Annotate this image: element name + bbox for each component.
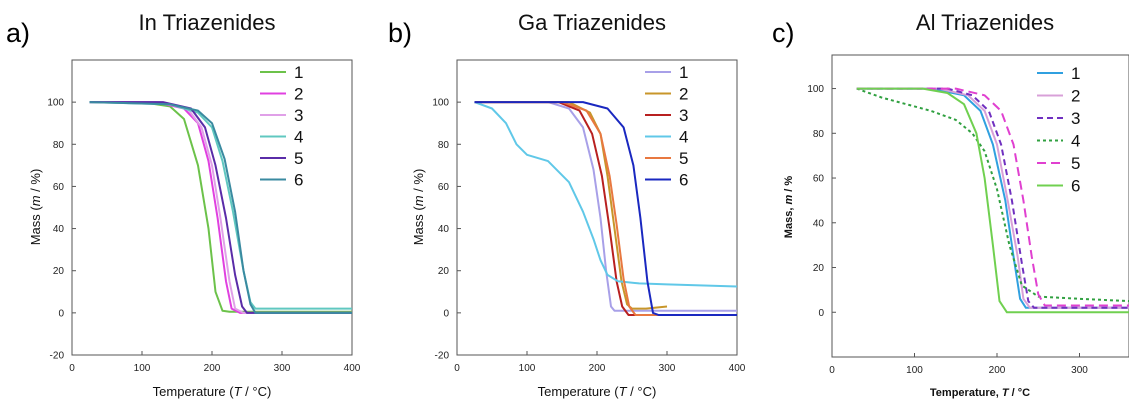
- panel-title: Ga Triazenides: [518, 10, 666, 35]
- legend-label: 3: [679, 106, 688, 125]
- x-tick-label: 0: [454, 363, 460, 374]
- series-line-6: [89, 101, 352, 314]
- series-line-6: [474, 101, 737, 316]
- legend: 1 2 3 4 5 6: [645, 63, 688, 190]
- y-tick-label: 40: [438, 224, 450, 235]
- series-line-1: [89, 101, 352, 313]
- panel-b: b) Ga Triazenides 0 100 200 300 400 -20 0 20 40 6…: [388, 10, 746, 399]
- y-tick-label: 100: [807, 84, 824, 95]
- series-lines: [856, 87, 1129, 314]
- x-axis-label: Temperature, T / °C: [930, 387, 1030, 399]
- series-line-5: [474, 101, 737, 316]
- series-line-5: [856, 87, 1129, 307]
- panel-c: c) Al Triazenides 0 100 200 300 0 20 40 60 80 100…: [772, 10, 1129, 399]
- ticks: 0 100 200 300 400 -20 0 20 40 60 80 100: [432, 98, 745, 374]
- x-axis-label: Temperature (T / °C): [538, 384, 657, 399]
- x-tick-label: 400: [344, 363, 361, 374]
- x-tick-label: 300: [274, 363, 291, 374]
- series-lines: [89, 101, 352, 314]
- y-tick-label: 80: [438, 140, 450, 151]
- legend-label: 5: [1071, 154, 1080, 173]
- legend-label: 1: [1071, 64, 1080, 83]
- y-tick-label: 0: [818, 308, 824, 319]
- legend-label: 5: [679, 149, 688, 168]
- series-line-2: [856, 87, 1129, 309]
- y-tick-label: 20: [813, 263, 825, 274]
- legend-label: 3: [1071, 109, 1080, 128]
- y-tick-label: 20: [53, 266, 65, 277]
- x-tick-label: 0: [69, 363, 75, 374]
- panel-title: Al Triazenides: [916, 10, 1054, 35]
- series-line-1: [474, 101, 737, 312]
- panel-title: In Triazenides: [139, 10, 276, 35]
- legend-label: 6: [679, 171, 688, 190]
- ticks: 0 100 200 300 0 20 40 60 80 100: [807, 84, 1088, 376]
- series-line-1: [856, 87, 1129, 309]
- y-axis-label: Mass, m / %: [783, 176, 795, 239]
- x-tick-label: 300: [659, 363, 676, 374]
- y-tick-label: 40: [813, 218, 825, 229]
- y-tick-label: -20: [50, 351, 65, 362]
- series-line-4: [474, 101, 738, 288]
- series-lines: [474, 101, 738, 316]
- plot-frame: [831, 54, 1129, 358]
- series-line-4: [856, 87, 1129, 303]
- y-tick-label: 60: [438, 182, 450, 193]
- legend-label: 5: [294, 149, 303, 168]
- y-tick-label: 40: [53, 224, 65, 235]
- legend-label: 1: [294, 63, 303, 82]
- y-tick-label: -20: [435, 351, 450, 362]
- legend-label: 3: [294, 106, 303, 125]
- series-line-3: [856, 87, 1129, 309]
- y-tick-label: 60: [813, 174, 825, 185]
- x-tick-label: 100: [906, 365, 923, 376]
- panel-label: b): [388, 18, 412, 48]
- x-axis-label: Temperature (T / °C): [153, 384, 272, 399]
- legend-label: 2: [679, 85, 688, 104]
- y-tick-label: 0: [443, 308, 449, 319]
- x-tick-label: 100: [519, 363, 536, 374]
- x-tick-label: 100: [134, 363, 151, 374]
- y-tick-label: 20: [438, 266, 450, 277]
- series-line-6: [856, 87, 1129, 314]
- panel-label: a): [6, 18, 30, 48]
- x-tick-label: 0: [829, 365, 835, 376]
- series-line-2: [89, 101, 352, 314]
- x-tick-label: 200: [589, 363, 606, 374]
- legend: 1 2 3 4 5 6: [260, 63, 303, 190]
- legend-label: 4: [294, 128, 303, 147]
- x-tick-label: 400: [729, 363, 746, 374]
- y-tick-label: 100: [47, 98, 64, 109]
- legend-label: 2: [294, 85, 303, 104]
- y-axis-label: Mass (m / %): [411, 169, 426, 246]
- legend-label: 4: [1071, 132, 1080, 151]
- legend: 1 2 3 4 5 6: [1037, 64, 1080, 196]
- panel-a: a) In Triazenides 0 100 200 300 400 -20 0 20 40 6…: [6, 10, 361, 399]
- legend-label: 6: [294, 171, 303, 190]
- x-tick-label: 200: [204, 363, 221, 374]
- legend-label: 4: [679, 128, 688, 147]
- legend-label: 1: [679, 63, 688, 82]
- series-line-3: [89, 101, 352, 314]
- series-line-3: [474, 101, 737, 316]
- y-tick-label: 0: [58, 308, 64, 319]
- series-line-4: [89, 101, 352, 310]
- series-line-5: [89, 101, 352, 314]
- y-tick-label: 100: [432, 98, 449, 109]
- plot-frame: [71, 59, 353, 356]
- y-axis-label: Mass (m / %): [28, 169, 43, 246]
- legend-label: 6: [1071, 177, 1080, 196]
- y-tick-label: 80: [813, 129, 825, 140]
- y-tick-label: 60: [53, 182, 65, 193]
- y-tick-label: 80: [53, 140, 65, 151]
- x-tick-label: 200: [989, 365, 1006, 376]
- x-tick-label: 300: [1071, 365, 1088, 376]
- panel-label: c): [772, 18, 795, 48]
- ticks: 0 100 200 300 400 -20 0 20 40 60 80 100: [47, 98, 360, 374]
- legend-label: 2: [1071, 87, 1080, 106]
